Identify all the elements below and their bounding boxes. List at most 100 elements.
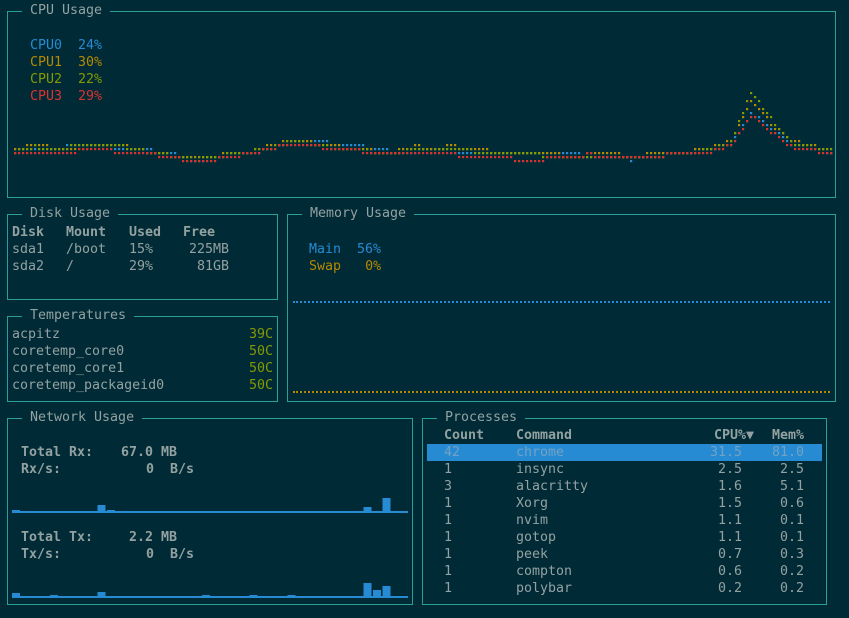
cpu-point-cpu3 [402,152,405,155]
cpu-point-cpu3 [54,152,57,155]
tx-bar [69,597,77,598]
cpu-point-cpu2 [786,136,789,139]
cpu-point-cpu2 [86,144,89,147]
process-row[interactable]: 1 gotop 1.1 0.1 [427,529,822,546]
cpu-point-cpu3 [370,152,373,155]
process-cpu: 0.2 [717,581,742,596]
process-count: 1 [444,496,453,511]
tx-rate-label: Tx/s: [21,547,62,562]
process-command: peek [516,547,549,562]
cpu-point-cpu3 [454,152,457,155]
cpu-point-cpu2 [122,144,125,147]
rx-bar [211,512,220,513]
cpu-point-cpu2 [770,116,773,119]
cpu-point-cpu3 [814,148,817,151]
cpu-point-cpu2 [754,96,757,99]
cpu-point-cpu3 [406,152,409,155]
cpu-point-cpu3 [298,144,301,147]
cpu-point-cpu1 [618,152,621,155]
process-cpu: 1.1 [717,530,742,545]
cpu-point-cpu1 [766,116,769,119]
cpu-point-cpu2 [734,132,737,135]
rx-bar [145,512,153,513]
cpu-point-cpu3 [570,156,573,159]
process-row[interactable]: 1 polybar 0.2 0.2 [427,580,822,597]
tx-bar [78,597,87,598]
cpu-point-cpu3 [150,152,153,155]
cpu-point-cpu1 [698,148,701,151]
cpu-point-cpu2 [158,152,161,155]
cpu-point-cpu3 [614,156,617,159]
cpu-point-cpu1 [74,148,77,151]
disk-row-mount: /boot [66,242,107,257]
process-row[interactable]: 1 Xorg 1.5 0.6 [427,495,822,512]
cpu-point-cpu3 [162,156,165,159]
process-row[interactable]: 1 nvim 1.1 0.1 [427,512,822,529]
process-row[interactable]: 1 insync 2.5 2.5 [427,461,822,478]
cpu-point-cpu2 [70,144,73,147]
cpu-point-cpu2 [478,152,481,155]
cpu-point-cpu0 [758,116,761,119]
cpu-point-cpu0 [766,124,769,127]
cpu-point-cpu3 [554,156,557,159]
cpu-point-cpu1 [658,152,661,155]
cpu-point-cpu3 [670,152,673,155]
cpu-point-cpu0 [742,124,745,127]
process-count: 1 [444,564,453,579]
cpu-point-cpu1 [46,144,49,147]
process-row[interactable]: 1 peek 0.7 0.3 [427,546,822,563]
cpu-point-cpu3 [334,148,337,151]
cpu-point-cpu0 [566,152,569,155]
cpu-point-cpu1 [646,152,649,155]
cpu-point-cpu3 [522,160,525,163]
cpu-point-cpu3 [638,156,641,159]
cpu-point-cpu1 [430,148,433,151]
tx-bar [97,592,106,598]
cpu-point-cpu3 [186,160,189,163]
process-row[interactable]: 42 chrome 31.5 81.0 [427,444,822,461]
cpu-point-cpu3 [262,148,265,151]
cpu-point-cpu0 [118,148,121,151]
cpu-point-cpu3 [674,152,677,155]
header-count[interactable]: Count [444,428,485,443]
cpu-point-cpu3 [706,152,709,155]
cpu-legend-2: CPU2 22% [30,72,103,87]
cpu-point-cpu3 [658,156,661,159]
cpu-point-cpu2 [490,152,493,155]
cpu-point-cpu0 [314,140,317,143]
cpu-point-cpu2 [18,148,21,151]
cpu-point-cpu3 [62,152,65,155]
process-row[interactable]: 1 compton 0.6 0.2 [427,563,822,580]
tx-bar [192,597,201,598]
cpu-point-cpu3 [82,148,85,151]
cpu-point-cpu2 [214,156,217,159]
cpu-point-cpu0 [34,148,37,151]
cpu-point-cpu1 [26,144,29,147]
header-mem[interactable]: Mem% [771,428,804,443]
process-cpu: 2.5 [717,462,742,477]
cpu-point-cpu3 [606,156,609,159]
tx-total-label: Total Tx: [21,530,94,545]
cpu-point-cpu2 [590,156,593,159]
memory-panel: Memory Usage Main 56% Swap 0% [287,205,836,402]
cpu-point-cpu3 [562,156,565,159]
cpu-point-cpu3 [514,160,517,163]
cpu-point-cpu3 [318,144,321,147]
rx-bar [88,512,96,513]
cpu-point-cpu3 [74,152,77,155]
cpu-point-cpu2 [774,124,777,127]
process-row[interactable]: 3 alacritty 1.6 5.1 [427,478,822,495]
cpu-point-cpu2 [190,156,193,159]
cpu-point-cpu1 [310,140,313,143]
cpu-point-cpu2 [38,148,41,151]
cpu-point-cpu0 [462,152,465,155]
cpu-point-cpu3 [798,148,801,151]
cpu-point-cpu2 [210,156,213,159]
cpu-point-cpu2 [758,100,761,103]
cpu-point-cpu0 [382,148,385,151]
header-command[interactable]: Command [516,428,573,443]
network-panel: Network Usage Total Rx: 67.0 MB Rx/s: 0 … [7,409,413,605]
cpu-point-cpu3 [594,156,597,159]
cpu-point-cpu3 [810,148,813,151]
header-cpu[interactable]: CPU%▼ [713,428,754,443]
